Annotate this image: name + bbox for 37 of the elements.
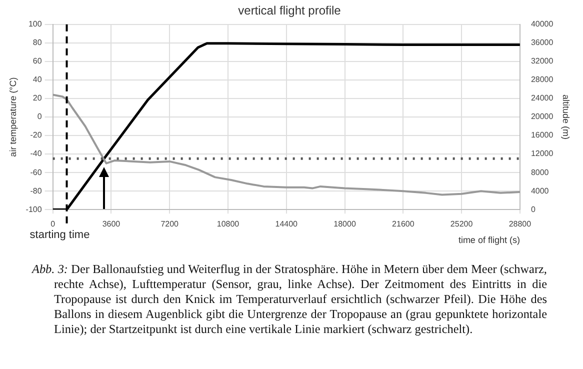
x-tick-label: 7200 (160, 220, 180, 229)
y-tick-label: 0 (37, 112, 42, 122)
y2-tick-label: 8000 (530, 168, 550, 177)
y2-tick-label: 28000 (530, 75, 554, 84)
x-axis-title: time of flight (s) (458, 235, 520, 246)
y2-tick-label: 36000 (530, 38, 554, 48)
x-tick-label: 0 (50, 220, 56, 229)
ref-line-label: starting time (30, 229, 90, 242)
x-tick-label: 28800 (508, 220, 532, 229)
y2-tick-label: 20000 (530, 112, 554, 122)
y-tick-label: 60 (32, 56, 42, 66)
y2-axis-title: altitude (m) (561, 94, 572, 140)
y-tick-label: 40 (32, 75, 42, 84)
y2-tick-label: 40000 (530, 20, 554, 29)
y2-tick-label: 0 (530, 204, 536, 214)
y-axis-title: air temperature (°C) (8, 77, 18, 157)
x-tick-label: 25200 (450, 220, 474, 229)
y-tick-label: -60 (30, 168, 42, 177)
y2-tick-label: 16000 (530, 130, 554, 140)
x-tick-label: 21600 (392, 220, 415, 229)
y2-tick-label: 32000 (530, 56, 554, 66)
y-tick-label: 80 (32, 38, 42, 48)
y-tick-label: -80 (30, 186, 42, 196)
y-tick-label: 100 (28, 20, 42, 29)
x-tick-label: 18000 (334, 220, 356, 229)
y-tick-label: -20 (30, 130, 42, 140)
chart-title: vertical flight profile (238, 4, 342, 18)
y2-tick-label: 12000 (530, 149, 554, 158)
y2-tick-label: 24000 (530, 94, 554, 103)
y-tick-label: -100 (26, 204, 42, 214)
y2-tick-label: 4000 (530, 186, 550, 196)
y-tick-label: -40 (30, 149, 42, 158)
caption: Abb. 3: Der Ballonaufstieg und Weiterflug in der Stratosphäre. Höhe in Metern über dem Meer (schwarz, rechte Achse), Lufttemperatur (Sensor, grau, linke Achse). Der Zeitmoment des Eintritts in die Tropopause ist durch den Knick im Temperaturverlauf ersichtlich (schwarzer Pfeil). Die Höhe des Ballons in diesem Augenblick gibt die Untergrenze der Tropopause an (grau gepunktete horizontale Linie); der Startzeitpunkt ist durch eine vertikale Linie markiert (schwarz gestrichelt). (32, 262, 547, 337)
x-tick-label: 10800 (216, 220, 240, 229)
x-tick-label: 3600 (102, 220, 121, 229)
x-tick-label: 14400 (275, 220, 298, 229)
y-tick-label: 20 (32, 94, 42, 103)
